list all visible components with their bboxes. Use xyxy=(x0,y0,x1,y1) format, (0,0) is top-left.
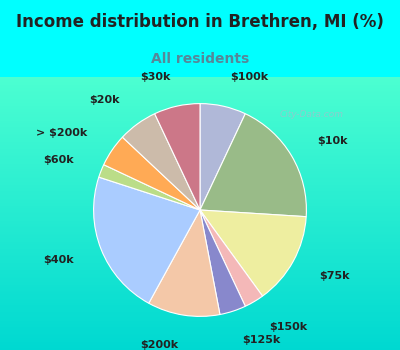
Text: City-Data.com: City-Data.com xyxy=(280,110,344,119)
Text: All residents: All residents xyxy=(151,52,249,66)
Text: $200k: $200k xyxy=(140,340,179,350)
Text: $20k: $20k xyxy=(90,95,120,105)
Text: $60k: $60k xyxy=(43,155,73,165)
Wedge shape xyxy=(94,177,200,303)
Wedge shape xyxy=(104,137,200,210)
Text: $100k: $100k xyxy=(230,72,268,82)
Wedge shape xyxy=(122,114,200,210)
Wedge shape xyxy=(200,114,306,217)
Wedge shape xyxy=(200,210,306,296)
Text: > $200k: > $200k xyxy=(36,128,87,139)
Text: Income distribution in Brethren, MI (%): Income distribution in Brethren, MI (%) xyxy=(16,13,384,30)
Wedge shape xyxy=(155,104,200,210)
Text: $125k: $125k xyxy=(242,335,280,344)
Text: $150k: $150k xyxy=(269,322,308,332)
Wedge shape xyxy=(149,210,220,316)
Text: $10k: $10k xyxy=(317,136,348,146)
Wedge shape xyxy=(200,210,262,306)
Text: $75k: $75k xyxy=(319,271,350,281)
Wedge shape xyxy=(200,104,245,210)
Text: $30k: $30k xyxy=(140,72,170,82)
Text: $40k: $40k xyxy=(43,255,73,265)
Wedge shape xyxy=(99,165,200,210)
Wedge shape xyxy=(200,210,245,315)
